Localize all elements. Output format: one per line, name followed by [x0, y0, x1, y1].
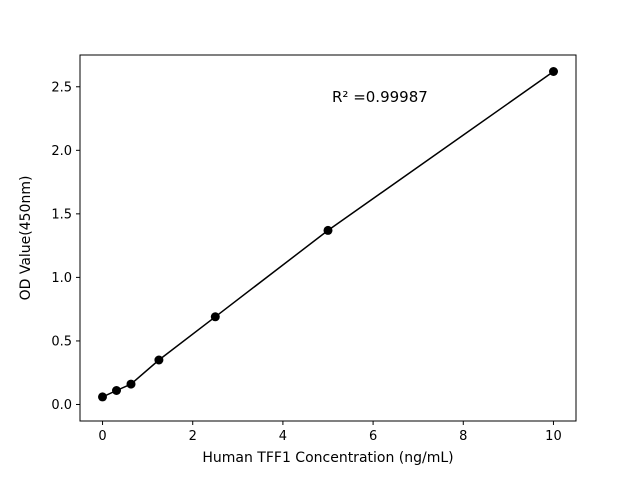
x-tick-label: 2 [189, 429, 197, 444]
y-tick-label: 2.0 [51, 144, 72, 159]
data-point [549, 67, 558, 76]
data-point [323, 225, 333, 235]
x-tick-label: 0 [98, 429, 106, 444]
x-axis-label: Human TFF1 Concentration (ng/mL) [202, 450, 453, 466]
y-axis-label: OD Value(450nm) [18, 176, 34, 301]
x-tick-label: 8 [459, 429, 467, 444]
y-tick-label: 0.0 [51, 398, 72, 413]
plot-frame [79, 54, 577, 422]
x-tick-label: 6 [369, 429, 377, 444]
data-point [210, 312, 220, 322]
y-tick-label: 2.5 [51, 80, 72, 95]
data-point [98, 392, 107, 402]
y-tick-label: 0.5 [51, 334, 72, 349]
x-tick-label: 10 [545, 429, 562, 444]
y-tick-label: 1.5 [51, 207, 72, 222]
data-point [112, 386, 121, 395]
data-point [126, 379, 136, 389]
y-tick-label: 1.0 [51, 271, 72, 286]
data-point [154, 355, 164, 365]
x-tick-label: 4 [279, 429, 287, 444]
r-squared-annotation: R² =0.99987 [332, 88, 428, 106]
